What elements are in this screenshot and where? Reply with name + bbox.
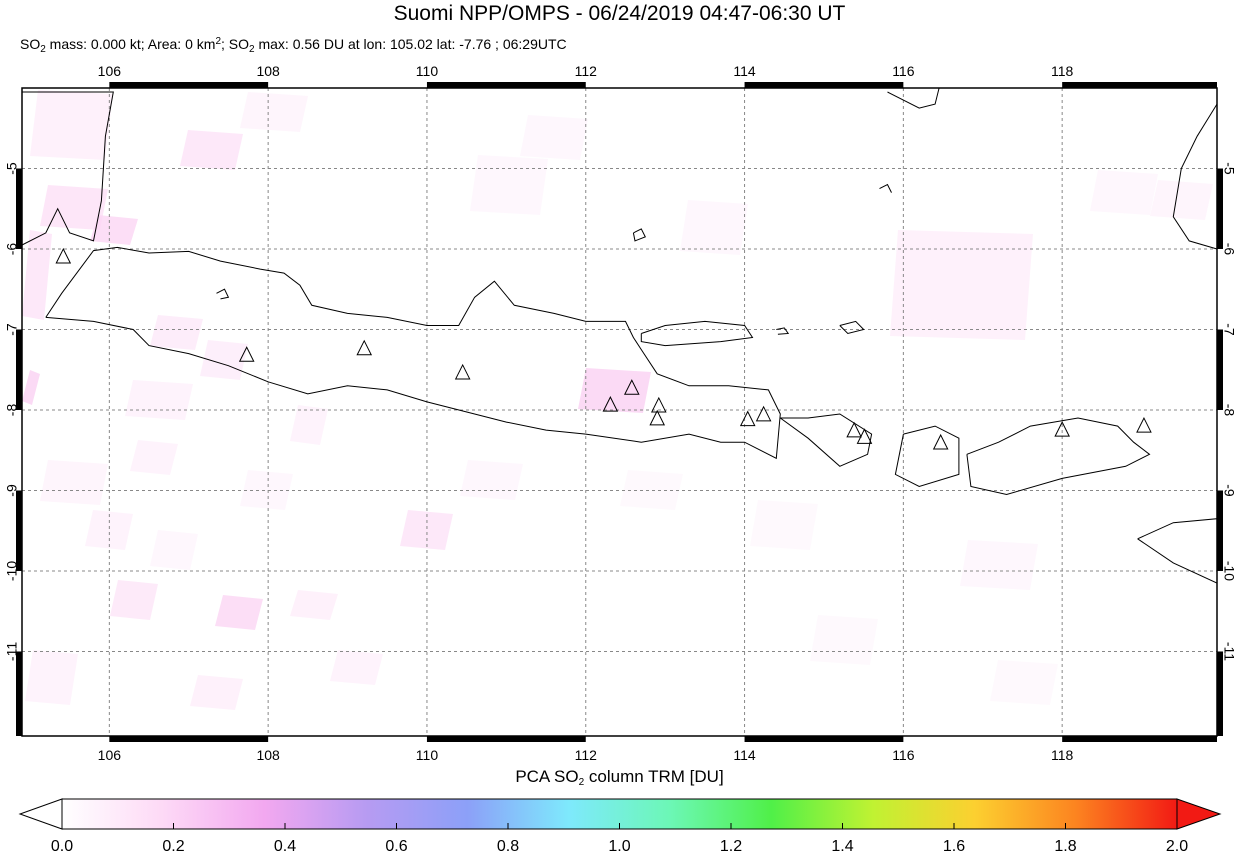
lat-tick-label-left: -11 (4, 642, 20, 661)
triangle-icon (739, 410, 756, 427)
lon-tick-label-bottom: 114 (733, 747, 756, 760)
colorbar-tick-label: 1.6 (943, 838, 965, 855)
coastline (632, 228, 646, 242)
triangle-icon (1054, 420, 1070, 437)
triangle-icon (238, 346, 255, 362)
coastline (887, 87, 940, 109)
triangle-icon (649, 409, 666, 426)
map-frame (16, 82, 1223, 742)
coastline (839, 320, 865, 335)
lat-tick-label-right: -7 (1221, 323, 1237, 336)
lat-tick-label-right: -6 (1221, 243, 1237, 256)
lon-tick-label-top: 116 (892, 63, 915, 79)
triangle-icon (932, 433, 949, 450)
coastline (879, 183, 892, 193)
triangle-icon (356, 339, 373, 356)
colorbar-tick-label: 1.2 (720, 838, 742, 855)
colorbar-tick-label: 2.0 (1166, 838, 1188, 855)
colorbar-over-arrow (1176, 798, 1222, 830)
lon-tick-label-top: 106 (98, 63, 122, 79)
triangle-icon (755, 405, 772, 422)
lat-tick-label-left: -8 (4, 404, 20, 417)
so2-pixels-layer (22, 88, 1217, 736)
lon-tick-label-top: 112 (575, 63, 598, 79)
lat-tick-label-left: -6 (4, 243, 20, 256)
triangle-icon (1136, 416, 1152, 433)
coastline (780, 413, 873, 467)
colorbar-tick-label: 0.4 (274, 838, 296, 855)
colorbar-tick-label: 1.4 (831, 838, 853, 855)
triangle-icon (846, 421, 862, 438)
coastline (966, 417, 1151, 496)
lon-tick-label-top: 118 (1051, 63, 1074, 79)
lon-tick-label-top: 114 (733, 63, 756, 79)
colorbar-tick-label: 1.0 (608, 838, 630, 855)
lon-tick-label-bottom: 112 (575, 747, 598, 760)
triangle-icon (55, 247, 72, 264)
lon-tick-label-top: 108 (256, 63, 280, 79)
lat-tick-label-left: -9 (4, 484, 20, 497)
triangle-icon (650, 396, 667, 413)
lat-tick-label-right: -8 (1221, 404, 1237, 417)
lat-tick-label-right: -11 (1221, 642, 1237, 661)
coastline (216, 288, 230, 300)
colorbar-tick-label: 0.2 (162, 838, 184, 855)
triangle-icon (856, 428, 873, 444)
lon-tick-label-bottom: 110 (416, 747, 439, 760)
coastline (894, 425, 960, 488)
lat-tick-label-left: -7 (4, 323, 20, 336)
colorbar-under-arrow (18, 798, 63, 830)
lon-tick-label-bottom: 108 (256, 747, 280, 760)
lon-tick-label-bottom: 106 (98, 747, 122, 760)
lat-tick-label-right: -9 (1221, 484, 1237, 497)
lon-tick-label-bottom: 116 (892, 747, 915, 760)
lat-tick-label-left: -5 (4, 162, 20, 175)
triangle-icon (454, 363, 471, 380)
colorbar-tick-label: 0.0 (51, 838, 73, 855)
lat-tick-label-right: -10 (1221, 561, 1237, 581)
axis-labels: 106 106 108 108 110 110 112 112 114 114 116 116 118 1… (4, 63, 1238, 760)
volcano-markers (55, 247, 1152, 450)
graticule (22, 88, 1217, 736)
lat-tick-label-left: -10 (4, 561, 20, 581)
map-title: Suomi NPP/OMPS - 06/24/2019 04:47-06:30 … (393, 2, 846, 25)
colorbar-label: PCA SO2 column TRM [DU] (515, 767, 724, 788)
lat-tick-label-right: -5 (1221, 162, 1237, 175)
lon-tick-label-top: 110 (416, 63, 439, 79)
coastline (45, 246, 781, 460)
coastline (21, 91, 114, 246)
lon-tick-label-bottom: 118 (1051, 747, 1074, 760)
triangle-icon (623, 379, 640, 395)
coastlines (21, 87, 1218, 584)
coastline (640, 320, 754, 347)
coastline (1172, 103, 1218, 250)
map-subtitle: SO2 mass: 0.000 kt; Area: 0 km2; SO2 max… (20, 36, 567, 55)
colorbar-tick-label: 0.6 (385, 838, 407, 855)
triangle-icon (602, 396, 619, 412)
colorbar-tick-label: 1.8 (1054, 838, 1076, 855)
colorbar-tick-label: 0.8 (497, 838, 519, 855)
so2-map: 106 106 108 108 110 110 112 112 114 114 116 116 118 1… (4, 63, 1238, 760)
colorbar: 0.0 0.2 0.4 0.6 0.8 1.0 1.2 1.4 1.6 1.8 2.0 (18, 798, 1222, 855)
coastline (776, 327, 790, 335)
